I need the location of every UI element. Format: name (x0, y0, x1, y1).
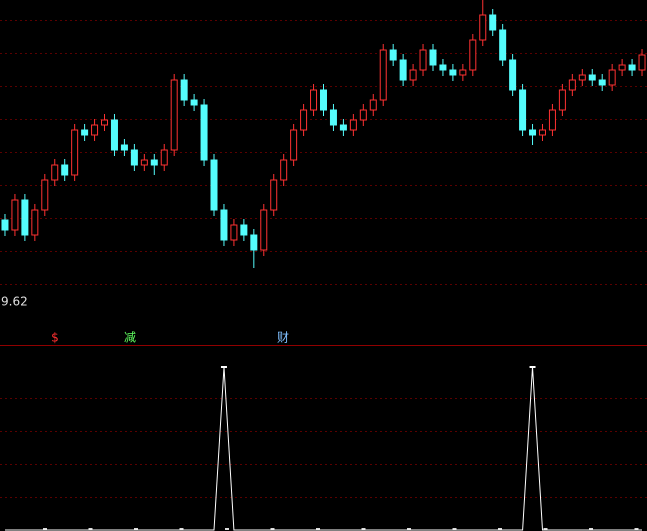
candle-body (449, 69, 457, 76)
candle-body (459, 69, 467, 76)
candle-body (51, 164, 59, 181)
candle-body (548, 109, 556, 131)
candle-body (558, 89, 566, 111)
candle-body (538, 129, 546, 136)
candle-body (110, 119, 118, 151)
candle-body (349, 119, 357, 131)
candle-body (11, 199, 19, 231)
signal-marker: 财 (277, 331, 289, 345)
candle-body (41, 179, 49, 211)
candle-body (140, 159, 148, 166)
candle-body (320, 89, 327, 111)
candle-body (230, 224, 238, 241)
candle-body (389, 49, 397, 61)
candle-body (250, 234, 258, 251)
candle-body (499, 29, 507, 61)
indicator-line (5, 366, 642, 531)
candle-body (270, 179, 278, 211)
candle-body (369, 99, 377, 111)
candle-body (81, 129, 89, 136)
candle-body (31, 209, 39, 236)
candle-body (170, 79, 178, 151)
candle-body (240, 224, 248, 236)
candle-body (120, 144, 128, 151)
signal-marker: $ (51, 331, 59, 345)
candle-body (339, 124, 347, 131)
candle-body (300, 109, 308, 131)
candle-body (359, 109, 367, 121)
candle-body (91, 124, 99, 136)
candle-body (618, 64, 626, 71)
candle-body (280, 159, 288, 181)
candle-body (519, 89, 527, 131)
candle-body (210, 159, 218, 211)
candle-body (568, 79, 576, 91)
candle-body (101, 119, 109, 126)
candle-body (628, 64, 636, 71)
candle-body (419, 49, 427, 71)
candle-body (220, 209, 228, 241)
candle-body (310, 89, 318, 111)
candle-body (469, 39, 477, 71)
candle-body (1, 219, 9, 231)
candle-body (150, 159, 158, 166)
candle-body (200, 104, 208, 161)
candle-body (130, 149, 138, 166)
candle-body (578, 74, 586, 81)
candle-body (290, 129, 298, 161)
candle-body (190, 99, 198, 106)
low-price-label: 9.62 (1, 295, 28, 309)
candle-body (260, 209, 268, 251)
candle-body (588, 74, 596, 81)
candle-body (329, 109, 337, 126)
candle-body (409, 69, 417, 81)
candle-body (180, 79, 188, 101)
candle-body (160, 149, 168, 166)
candle-body (608, 69, 616, 86)
candle-body (429, 49, 437, 66)
candle-body (638, 54, 646, 71)
candle-body (529, 129, 537, 136)
candle-body (509, 59, 517, 91)
candle-body (71, 129, 79, 176)
candle-body (489, 14, 497, 31)
candle-body (479, 14, 487, 41)
signal-marker: 减 (124, 331, 136, 345)
candle-body (439, 64, 447, 71)
candle-body (21, 199, 29, 236)
candle-body (61, 164, 69, 176)
candle-body (399, 59, 407, 81)
candle-body (598, 79, 606, 86)
candle-body (379, 49, 387, 101)
